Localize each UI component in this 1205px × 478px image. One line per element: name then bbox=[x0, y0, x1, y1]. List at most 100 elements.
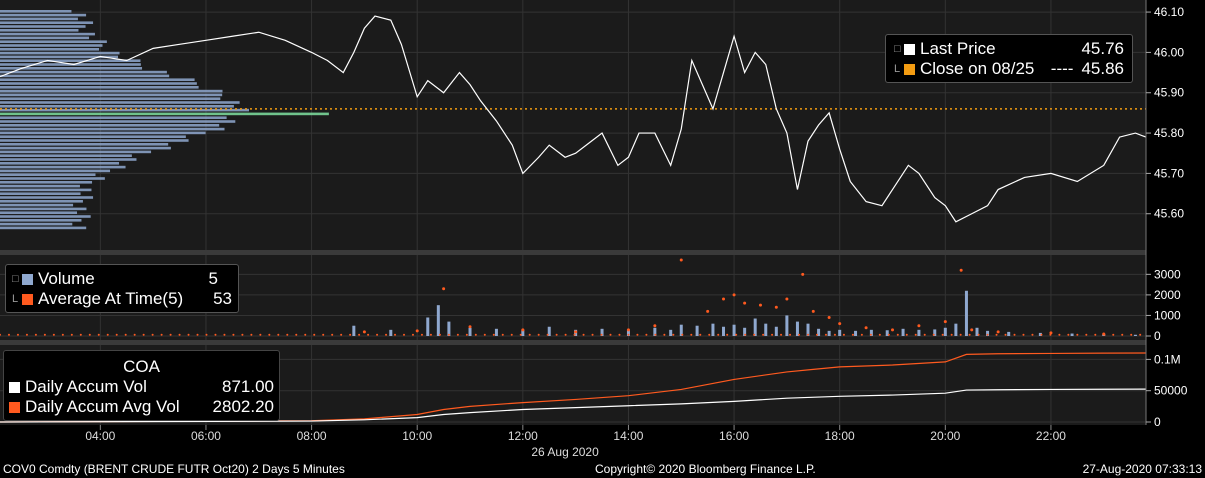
average-baseline-dot bbox=[842, 333, 845, 336]
date-label: 26 Aug 2020 bbox=[531, 445, 599, 459]
average-dot bbox=[811, 309, 815, 313]
average-baseline-dot bbox=[968, 333, 971, 336]
volume-bar bbox=[695, 325, 699, 336]
accum-vol-value: 871.00 bbox=[222, 377, 274, 396]
average-baseline-dot bbox=[699, 333, 702, 336]
accum-avg-swatch bbox=[9, 401, 20, 413]
profile-bar bbox=[0, 74, 170, 78]
average-baseline-dot bbox=[1112, 333, 1115, 336]
average-baseline-dot bbox=[277, 333, 280, 336]
profile-bar bbox=[0, 93, 223, 97]
profile-bar bbox=[0, 10, 72, 13]
average-baseline-dot bbox=[510, 333, 513, 336]
volume-bar bbox=[352, 325, 356, 336]
volume-bar bbox=[600, 328, 604, 336]
average-dot bbox=[415, 329, 419, 333]
average-dot bbox=[996, 330, 1000, 334]
volume-bar bbox=[986, 330, 990, 336]
average-baseline-dot bbox=[358, 333, 361, 336]
daily-accum-vol-line bbox=[0, 388, 1147, 423]
profile-bar bbox=[0, 154, 132, 157]
profile-bar bbox=[0, 222, 73, 226]
profile-bar bbox=[0, 188, 92, 192]
average-baseline-dot bbox=[914, 333, 917, 336]
y-tick-label: 0 bbox=[1154, 329, 1161, 343]
average-baseline-dot bbox=[160, 333, 163, 336]
average-value: 53 bbox=[213, 289, 232, 308]
average-baseline-dot bbox=[151, 333, 154, 336]
average-dot bbox=[774, 305, 778, 309]
average-dot bbox=[891, 328, 895, 332]
average-baseline-dot bbox=[654, 333, 657, 336]
volume-bar bbox=[975, 327, 979, 336]
average-baseline-dot bbox=[259, 333, 262, 336]
average-baseline-dot bbox=[618, 333, 621, 336]
volume-bar bbox=[964, 290, 968, 336]
average-baseline-dot bbox=[753, 333, 756, 336]
average-baseline-dot bbox=[340, 333, 343, 336]
average-baseline-dot bbox=[187, 333, 190, 336]
volume-bar bbox=[901, 328, 905, 336]
average-baseline-dot bbox=[16, 333, 19, 336]
average-baseline-dot bbox=[295, 333, 298, 336]
average-baseline-dot bbox=[851, 333, 854, 336]
profile-bar bbox=[0, 173, 96, 176]
average-baseline-dot bbox=[178, 333, 181, 336]
last-price-line bbox=[0, 15, 1147, 223]
panel-divider-2[interactable] bbox=[0, 340, 1146, 345]
average-baseline-dot bbox=[1040, 333, 1043, 336]
volume-bar bbox=[679, 324, 683, 336]
profile-bar bbox=[0, 131, 206, 135]
volume-bar bbox=[389, 329, 393, 336]
average-baseline-dot bbox=[582, 333, 585, 336]
profile-bar bbox=[0, 116, 227, 119]
y-tick-label: 2000 bbox=[1154, 288, 1181, 302]
profile-bar bbox=[0, 146, 171, 150]
volume-bar bbox=[806, 323, 810, 336]
average-baseline-dot bbox=[528, 333, 531, 336]
volume-bar bbox=[722, 326, 726, 336]
average-baseline-dot bbox=[717, 333, 720, 336]
profile-bar bbox=[0, 59, 141, 62]
profile-bar bbox=[0, 70, 167, 74]
volume-bar bbox=[885, 330, 889, 336]
average-baseline-dot bbox=[1031, 333, 1034, 336]
profile-bar bbox=[0, 32, 95, 36]
volume-bar bbox=[743, 327, 747, 336]
profile-bar bbox=[0, 40, 107, 43]
average-baseline-dot bbox=[268, 333, 271, 336]
average-baseline-dot bbox=[780, 333, 783, 336]
volume-bar bbox=[1133, 334, 1137, 336]
average-baseline-dot bbox=[1049, 333, 1052, 336]
profile-bar bbox=[0, 86, 199, 89]
average-baseline-dot bbox=[322, 333, 325, 336]
average-baseline-dot bbox=[376, 333, 379, 336]
panel-divider-1[interactable] bbox=[0, 250, 1146, 255]
profile-bar bbox=[0, 200, 83, 203]
average-dot bbox=[574, 330, 578, 334]
average-baseline-dot bbox=[789, 333, 792, 336]
profile-bar bbox=[0, 17, 78, 21]
volume-bar bbox=[1007, 331, 1011, 336]
average-dot bbox=[679, 258, 683, 262]
profile-bar bbox=[0, 78, 195, 81]
average-baseline-dot bbox=[690, 333, 693, 336]
volume-bar bbox=[626, 329, 630, 336]
average-baseline-dot bbox=[0, 333, 1, 336]
volume-bar bbox=[711, 323, 715, 336]
average-baseline-dot bbox=[394, 333, 397, 336]
average-baseline-dot bbox=[762, 333, 765, 336]
average-baseline-dot bbox=[1085, 333, 1088, 336]
average-baseline-dot bbox=[241, 333, 244, 336]
average-baseline-dot bbox=[771, 333, 774, 336]
accum-avg-label: Daily Accum Avg Vol bbox=[25, 397, 180, 416]
average-baseline-dot bbox=[142, 333, 145, 336]
average-baseline-dot bbox=[860, 333, 863, 336]
volume-bar bbox=[468, 327, 472, 336]
profile-bar bbox=[0, 51, 120, 55]
average-baseline-dot bbox=[708, 333, 711, 336]
average-dot bbox=[706, 309, 710, 313]
y-tick-label: 50000 bbox=[1154, 384, 1188, 398]
volume-profile bbox=[0, 10, 329, 230]
profile-bar bbox=[0, 112, 329, 116]
